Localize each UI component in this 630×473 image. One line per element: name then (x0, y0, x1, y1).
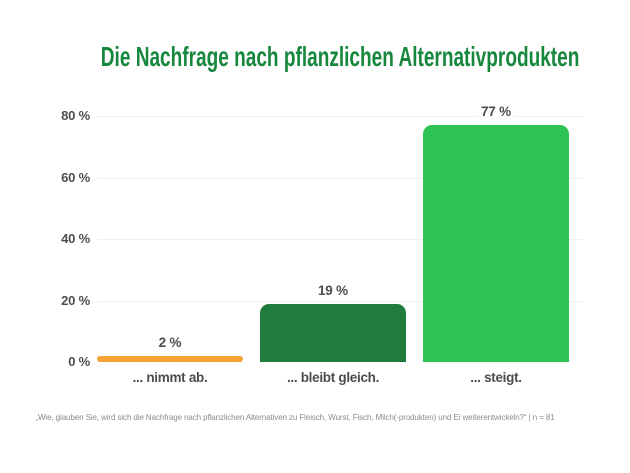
bar-value-text: 77 % (478, 104, 514, 121)
gridline-60 (97, 177, 583, 179)
y-axis-tick-label: 40 % (61, 231, 90, 246)
chart-footnote: „Wie, glauben Sie, wird sich die Nachfra… (35, 413, 555, 422)
x-axis-category-label-bleibt-gleich: ... bleibt gleich. (286, 370, 380, 385)
bar-value-label-nimmt-ab: 2 % (97, 334, 243, 351)
y-axis-tick-label: 60 % (61, 169, 90, 185)
gridline-40 (97, 239, 583, 240)
bar-value-label-bleibt-gleich: 19 % (260, 282, 406, 299)
y-axis-tick-label: 80 % (61, 108, 90, 123)
bar-bleibt-gleich (260, 303, 406, 362)
gridline-20 (97, 300, 583, 302)
bar-value-text: 19 % (315, 282, 351, 299)
x-axis-category-label-nimmt-ab: ... nimmt ab. (132, 370, 208, 385)
bar-steigt (423, 125, 569, 362)
chart-title: Die Nachfrage nach pflanzlichen Alternat… (100, 41, 580, 72)
y-axis-tick-label: 0 % (68, 354, 90, 369)
bar-nimmt-ab (97, 355, 243, 362)
x-axis-category-label-steigt: ... steigt. (470, 370, 522, 385)
bar-value-label-steigt: 77 % (423, 104, 569, 121)
gridline-80 (97, 116, 583, 117)
bar-value-text: 2 % (155, 334, 185, 351)
y-axis-tick-label: 20 % (61, 292, 90, 308)
